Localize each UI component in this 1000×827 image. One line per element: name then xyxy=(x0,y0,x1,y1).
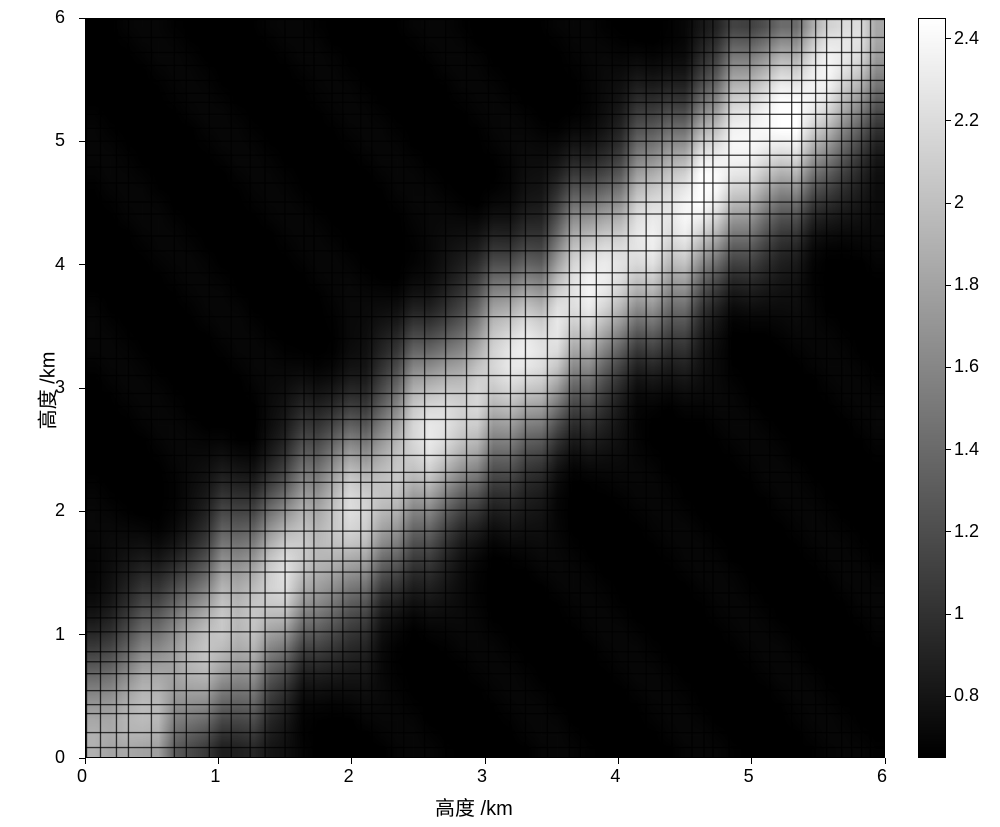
y-tick xyxy=(79,511,85,512)
colorbar-tick xyxy=(946,614,951,615)
colorbar-tick-label: 1.8 xyxy=(954,274,979,295)
colorbar-tick xyxy=(946,696,951,697)
colorbar-tick xyxy=(946,367,951,368)
y-tick-label: 0 xyxy=(55,747,65,768)
x-tick-label: 2 xyxy=(344,766,354,787)
y-tick-label: 1 xyxy=(55,624,65,645)
x-tick-label: 4 xyxy=(610,766,620,787)
colorbar-tick-label: 1.6 xyxy=(954,356,979,377)
colorbar-tick-label: 1.4 xyxy=(954,439,979,460)
colorbar-tick-label: 2.2 xyxy=(954,110,979,131)
colorbar-tick xyxy=(946,120,951,121)
y-tick xyxy=(79,264,85,265)
x-tick-label: 6 xyxy=(877,766,887,787)
colorbar-tick xyxy=(946,38,951,39)
x-tick xyxy=(351,758,352,764)
y-tick xyxy=(79,18,85,19)
grid-overlay xyxy=(86,19,884,757)
y-tick-label: 2 xyxy=(55,500,65,521)
x-tick xyxy=(218,758,219,764)
colorbar-tick xyxy=(946,449,951,450)
colorbar-tick-label: 1 xyxy=(954,603,964,624)
x-tick-label: 3 xyxy=(477,766,487,787)
y-tick xyxy=(79,141,85,142)
colorbar-canvas xyxy=(919,19,945,757)
y-tick xyxy=(79,388,85,389)
x-tick xyxy=(485,758,486,764)
x-tick-label: 5 xyxy=(744,766,754,787)
colorbar-tick-label: 1.2 xyxy=(954,521,979,542)
colorbar-tick xyxy=(946,531,951,532)
colorbar-tick-label: 2 xyxy=(954,192,964,213)
y-tick xyxy=(79,634,85,635)
y-tick-label: 6 xyxy=(55,7,65,28)
x-tick xyxy=(885,758,886,764)
x-tick xyxy=(618,758,619,764)
y-tick xyxy=(79,758,85,759)
colorbar xyxy=(918,18,946,758)
colorbar-tick xyxy=(946,285,951,286)
y-tick-label: 5 xyxy=(55,130,65,151)
x-tick xyxy=(85,758,86,764)
y-tick-label: 4 xyxy=(55,254,65,275)
x-tick-label: 0 xyxy=(77,766,87,787)
heatmap-chart: 高度 /km 高度 /km 012345601234560.811.21.41.… xyxy=(0,0,1000,827)
colorbar-tick xyxy=(946,203,951,204)
x-tick xyxy=(751,758,752,764)
colorbar-tick-label: 2.4 xyxy=(954,28,979,49)
colorbar-tick-label: 0.8 xyxy=(954,685,979,706)
y-tick-label: 3 xyxy=(55,377,65,398)
x-axis-label: 高度 /km xyxy=(435,792,513,821)
x-tick-label: 1 xyxy=(210,766,220,787)
plot-area xyxy=(85,18,885,758)
